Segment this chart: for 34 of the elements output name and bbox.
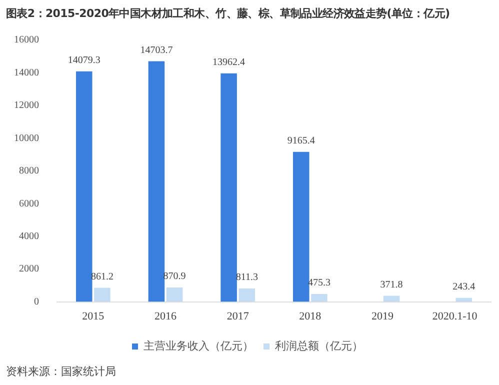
data-label: 243.4 — [452, 281, 476, 292]
x-tick-label: 2016 — [154, 310, 177, 322]
y-tick-label: 10000 — [14, 132, 39, 144]
y-tick-label: 14000 — [14, 67, 39, 78]
bar — [238, 288, 256, 302]
y-tick-label: 2000 — [19, 264, 39, 275]
data-label: 13962.4 — [212, 56, 246, 68]
bar — [311, 294, 328, 302]
bar — [292, 152, 310, 302]
data-label: 371.8 — [380, 279, 403, 290]
y-tick-label: 16000 — [14, 34, 39, 46]
legend-label: 利润总额（亿元） — [275, 339, 363, 352]
bar — [94, 288, 110, 302]
y-tick-label: 12000 — [14, 100, 39, 112]
chart-title: 图表2：2015-2020年中国木材加工和木、竹、藤、棕、草制品业经济效益走势(单位：亿元) — [6, 6, 451, 21]
bar — [166, 288, 183, 302]
bar — [220, 73, 237, 302]
data-label: 14703.7 — [140, 44, 173, 56]
data-label: 14079.3 — [68, 55, 100, 66]
x-tick-label: 2020.1-10 — [432, 310, 478, 322]
x-tick-label: 2018 — [299, 310, 322, 322]
text: 资料来源：国家统计局 — [6, 364, 116, 379]
bar — [383, 296, 400, 302]
bar — [76, 71, 92, 302]
y-tick-label: 4000 — [19, 230, 39, 242]
x-tick-label: 2017 — [226, 310, 250, 322]
x-tick-label: 2015 — [82, 310, 105, 322]
bar — [148, 61, 165, 302]
y-tick-label: 8000 — [19, 166, 39, 177]
data-label: 9165.4 — [287, 135, 315, 146]
legend-label: 主营业务收入（亿元） — [144, 339, 254, 352]
y-tick-label: 0 — [34, 296, 39, 308]
y-tick-label: 6000 — [19, 198, 39, 210]
x-tick-label: 2019 — [372, 310, 394, 322]
